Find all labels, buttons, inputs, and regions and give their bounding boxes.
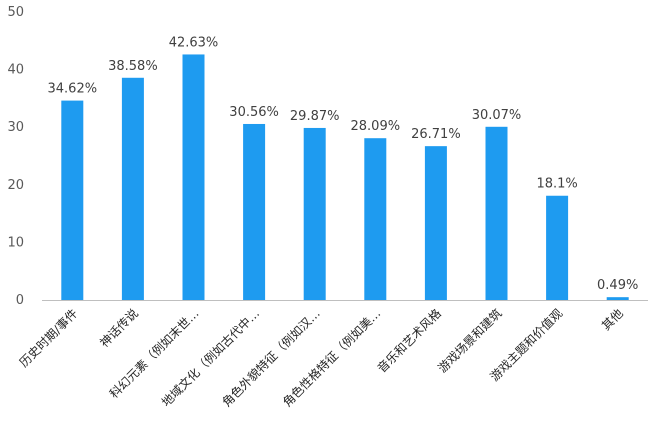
data-labels: 34.62% 38.58% 42.63% 30.56% 29.87% 28.09% 26.7… (48, 35, 639, 293)
y-tick-label: 20 (7, 178, 24, 193)
y-tick-label: 10 (7, 235, 24, 250)
y-tick-label: 0 (16, 293, 24, 308)
category-label: 其他 (599, 306, 626, 333)
data-label: 42.63% (169, 35, 219, 50)
bars (61, 54, 629, 301)
category-label: 角色外貌特征（例如汉… (219, 306, 323, 410)
y-tick-label: 40 (7, 63, 24, 78)
bar (485, 126, 508, 300)
y-axis-ticks: 0 10 20 30 40 50 (7, 5, 24, 308)
data-label: 34.62% (48, 82, 98, 97)
data-label: 30.07% (472, 108, 522, 123)
y-tick-label: 30 (7, 120, 24, 135)
bar (606, 297, 629, 300)
bar (303, 127, 326, 301)
category-label: 神话传说 (96, 306, 141, 351)
data-label: 18.1% (536, 177, 577, 192)
bar (121, 77, 144, 300)
bar (243, 123, 266, 301)
bar (424, 146, 447, 300)
category-label: 角色性格特征（例如美… (279, 306, 383, 410)
category-labels: 历史时期/事件 神话传说科幻元素（例如末世…地域文化（例如古代中…角色外貌特征（例… (17, 306, 626, 410)
bar (182, 54, 205, 300)
data-label: 30.56% (229, 105, 279, 120)
category-label: 地域文化（例如古代中… (158, 306, 262, 410)
bar (546, 195, 569, 300)
y-tick-label: 50 (7, 5, 24, 20)
data-label: 26.71% (411, 127, 461, 142)
bar (364, 138, 387, 300)
category-label: 音乐和艺术风格 (374, 306, 444, 376)
data-label: 28.09% (351, 119, 401, 134)
bar (61, 100, 84, 300)
category-label: 历史时期/事件 (17, 306, 81, 370)
category-label: 游戏场景和建筑 (435, 306, 505, 376)
data-label: 29.87% (290, 109, 340, 124)
data-label: 0.49% (597, 278, 638, 293)
data-label: 38.58% (108, 59, 158, 74)
